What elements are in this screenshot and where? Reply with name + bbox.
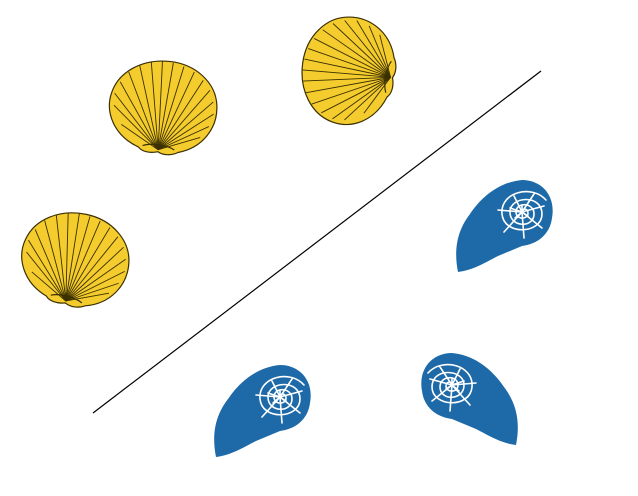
nautilus-shell-icon — [420, 352, 519, 446]
scallop-shell-icon — [11, 200, 140, 318]
scallop-shell-icon — [102, 53, 224, 162]
divider-line — [92, 70, 542, 414]
nautilus-shell-icon — [455, 179, 554, 273]
nautilus-shell-icon — [213, 364, 312, 458]
scallop-shell-icon — [292, 9, 404, 133]
